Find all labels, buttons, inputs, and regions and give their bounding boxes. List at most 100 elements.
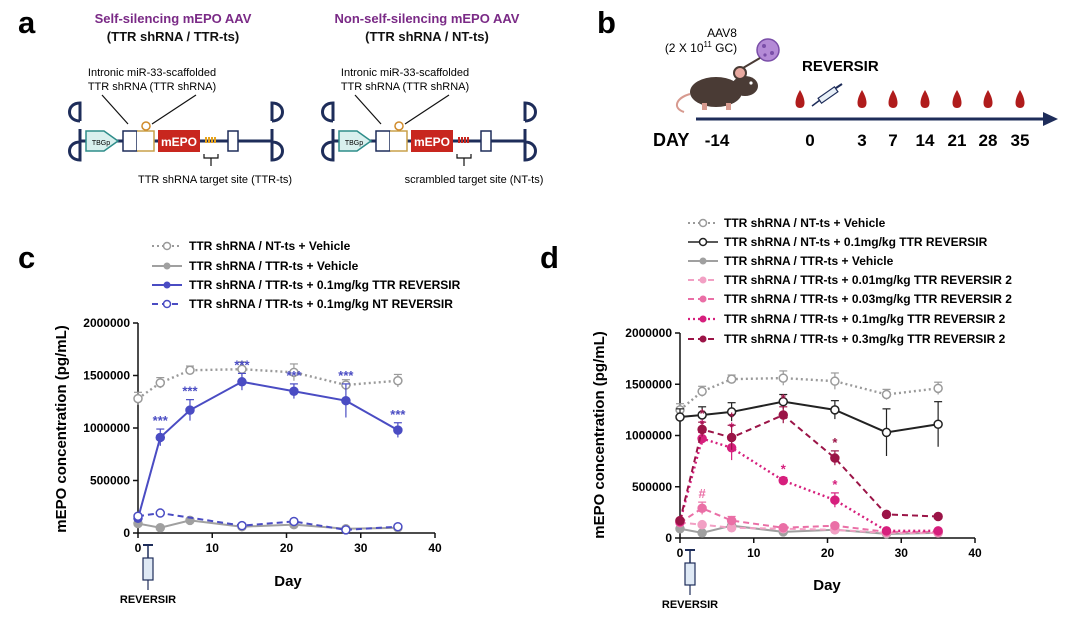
legend-d-label: TTR shRNA / TTR-ts + 0.1mg/kg TTR REVERS… (724, 312, 1006, 326)
dose-text: (2 X 1011 GC) (665, 40, 737, 55)
blood-drop-icon (983, 90, 993, 108)
chart-c-data-point (237, 520, 247, 531)
chart-d-significance-label: * (781, 391, 787, 406)
dose-prefix: (2 X 10 (665, 41, 704, 55)
construct-left-target-label: TTR shRNA target site (TTR-ts) (138, 174, 292, 186)
chart-c-data-point (185, 405, 195, 415)
chart-c-data-point (289, 386, 299, 396)
chart-d-data-point (778, 523, 788, 533)
target-bracket (203, 154, 219, 166)
chart-d-data-point (726, 432, 737, 443)
chart-d-data-point (778, 396, 788, 407)
exon-box-icon (122, 130, 138, 152)
itr-right-icon (523, 101, 537, 162)
gene-box-icon (411, 130, 453, 152)
itr-right-icon (270, 101, 284, 162)
chart-c-series-line (137, 519, 398, 530)
chart-c-xlabel: Day (274, 573, 302, 590)
chart-d-data-point (675, 515, 685, 526)
chart-c-significance-label: *** (234, 357, 250, 372)
construct-left-subtitle: (TTR shRNA / TTR-ts) (107, 29, 239, 44)
target-site-icon (205, 137, 216, 143)
chart-d-xtick-label: 30 (895, 546, 909, 560)
chart-c-ytick-label: 2000000 (83, 316, 130, 330)
legend-c-item: TTR shRNA / NT-ts + Vehicle (152, 239, 351, 253)
chart-d: TTR shRNA / NT-ts + Vehicle TTR shRNA / … (591, 216, 1012, 611)
dose-exponent: 11 (704, 40, 713, 49)
legend-c-item: TTR shRNA / TTR-ts + 0.1mg/kg NT REVERSI… (152, 297, 453, 311)
chart-c-data-point (341, 525, 351, 535)
chart-c-series-2: *** *** *** *** *** *** (133, 357, 406, 524)
chart-d-significance-label: * (781, 462, 787, 477)
chart-d-data-point (881, 509, 892, 520)
blood-drop-icon (952, 90, 962, 108)
vector-label: AAV8 (707, 26, 737, 40)
chart-d-significance-label: * (700, 406, 706, 421)
promoter-icon (338, 130, 373, 152)
intron-shrna-icon (390, 130, 408, 152)
chart-d-data-point (697, 424, 707, 435)
construct-left-pointer-1 (101, 94, 129, 125)
chart-c-series-0 (133, 361, 403, 405)
chart-c-xtick-label: 30 (354, 541, 368, 555)
chart-d-xtick-label: 10 (747, 546, 761, 560)
legend-d-label: TTR shRNA / TTR-ts + 0.03mg/kg TTR REVER… (724, 292, 1012, 306)
chart-c: TTR shRNA / NT-ts + Vehicle TTR shRNA / … (53, 239, 461, 606)
legend-c-item: TTR shRNA / TTR-ts + 0.1mg/kg TTR REVERS… (152, 278, 461, 292)
chart-d-significance-label: * (832, 435, 838, 450)
construct-right-target-label: scrambled target site (NT-ts) (405, 174, 544, 186)
chart-d-data-point (881, 526, 892, 536)
timeline-arrow-icon (1043, 112, 1058, 126)
construct-left-pointer-2 (151, 94, 197, 125)
chart-d-data-point (830, 405, 840, 415)
legend-c: TTR shRNA / NT-ts + Vehicle TTR shRNA / … (152, 239, 461, 311)
legend-d: TTR shRNA / NT-ts + Vehicle TTR shRNA / … (688, 216, 1012, 346)
legend-d-item: TTR shRNA / TTR-ts + Vehicle (688, 254, 894, 268)
chart-d-data-point (933, 383, 943, 394)
legend-d-label: TTR shRNA / NT-ts + Vehicle (724, 216, 886, 230)
chart-d-syringe-icon (684, 549, 696, 595)
construct-left-note-2: TTR shRNA (TTR shRNA) (88, 81, 216, 93)
polya-box-icon (227, 130, 239, 152)
chart-c-significance-label: *** (182, 384, 198, 399)
dose-suffix: GC) (712, 41, 737, 55)
chart-c-data-point (155, 523, 166, 533)
blood-drop-icon (888, 90, 898, 108)
promoter-icon (85, 130, 120, 152)
construct-right-title: Non-self-silencing mEPO AAV (335, 11, 520, 26)
day-tick: 7 (888, 131, 897, 150)
chart-c-data-point (393, 425, 403, 435)
legend-c-item: TTR shRNA / TTR-ts + Vehicle (152, 259, 359, 273)
chart-c-ytick-label: 1500000 (83, 369, 130, 383)
day-tick: 14 (916, 131, 935, 150)
construct-right-pointer-2 (404, 94, 450, 125)
chart-d-data-point (933, 419, 943, 429)
exon-box-icon (375, 130, 391, 152)
blood-drop-icon (1015, 90, 1025, 108)
chart-d-series-6: * * * * (675, 391, 943, 526)
chart-d-data-point (881, 389, 892, 400)
polya-box-icon (480, 130, 492, 152)
chart-d-data-point (830, 376, 840, 386)
day-tick: 35 (1011, 131, 1030, 150)
chart-d-data-point (697, 519, 707, 530)
day-tick: 28 (979, 131, 998, 150)
chart-d-series-1 (675, 393, 943, 456)
gene-label: mEPO (414, 135, 450, 149)
legend-d-item: TTR shRNA / NT-ts + Vehicle (688, 216, 886, 230)
gene-label: mEPO (161, 135, 197, 149)
chart-d-data-point (778, 373, 788, 383)
legend-d-item: TTR shRNA / TTR-ts + 0.1mg/kg TTR REVERS… (688, 312, 1006, 326)
chart-c-data-point (393, 376, 403, 386)
legend-d-item: TTR shRNA / TTR-ts + 0.3mg/kg TTR REVERS… (688, 332, 1006, 346)
chart-d-ytick-label: 2000000 (625, 326, 672, 340)
intron-shrna-icon (137, 130, 155, 152)
chart-d-data-point (697, 528, 707, 538)
construct-right: Non-self-silencing mEPO AAV (TTR shRNA /… (321, 11, 544, 186)
chart-c-xtick-label: 10 (206, 541, 220, 555)
chart-c-ytick-label: 1000000 (83, 421, 130, 435)
chart-c-data-point (155, 432, 166, 443)
chart-d-data-point (697, 410, 707, 420)
chart-d-data-point (675, 412, 685, 422)
chart-d-data-point (933, 526, 943, 536)
